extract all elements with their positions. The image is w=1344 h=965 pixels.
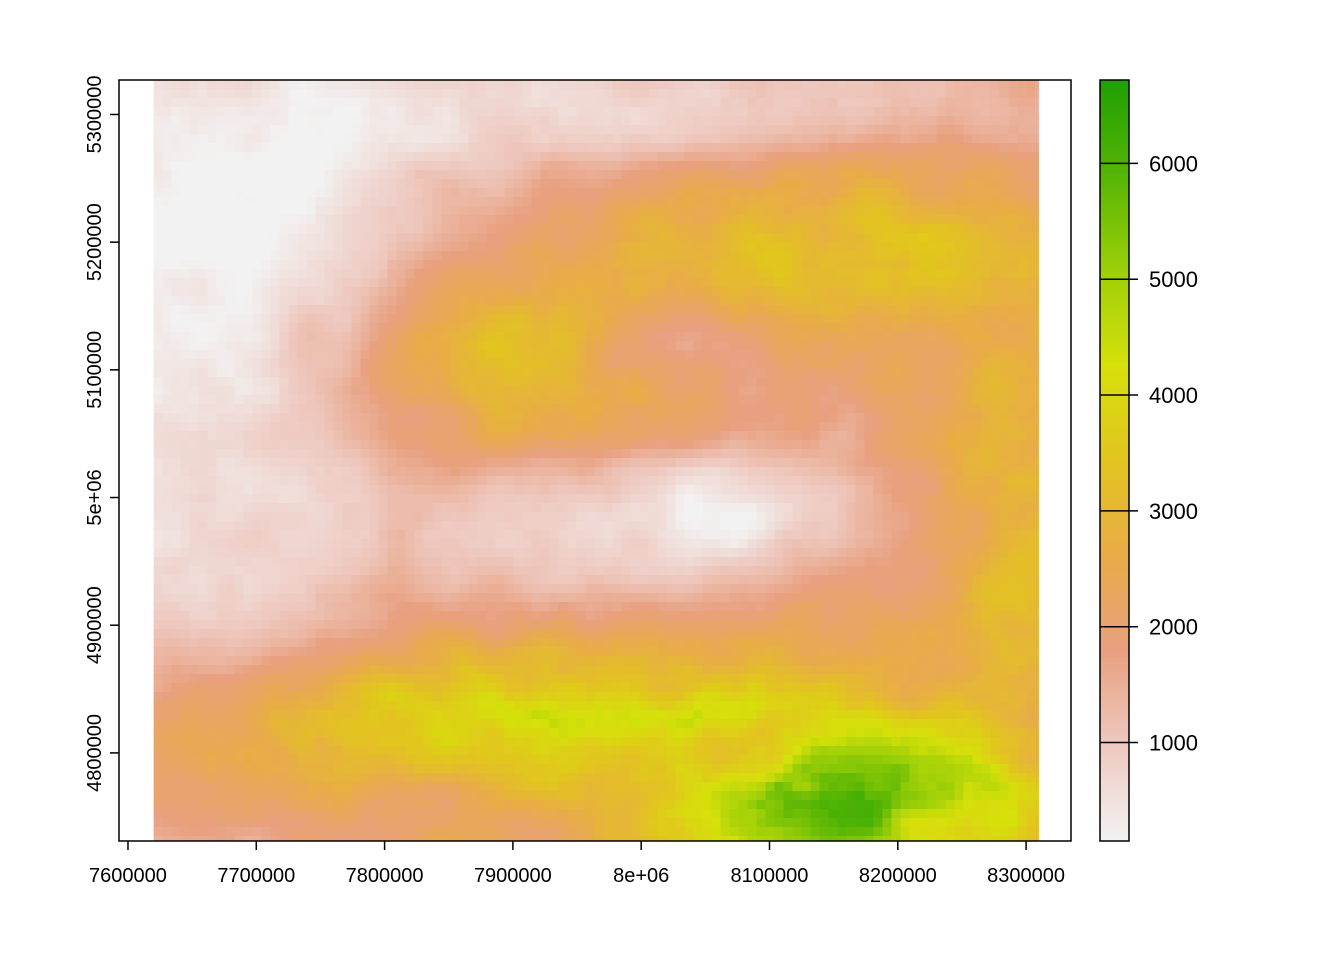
legend-tick-label: 4000 bbox=[1149, 383, 1198, 408]
x-tick-label: 7900000 bbox=[474, 865, 552, 887]
legend-tick-label: 2000 bbox=[1149, 615, 1198, 640]
x-tick-label: 8300000 bbox=[987, 865, 1065, 887]
y-tick-label: 5100000 bbox=[84, 331, 106, 409]
y-tick-label: 5200000 bbox=[84, 203, 106, 281]
y-tick-label: 5300000 bbox=[84, 76, 106, 154]
legend-tick-label: 3000 bbox=[1149, 499, 1198, 524]
y-tick-label: 4800000 bbox=[84, 714, 106, 792]
color-legend: 1000 2000 3000 4000 5000 6000 bbox=[1100, 80, 1198, 841]
x-tick-label: 8100000 bbox=[731, 865, 809, 887]
x-tick-label: 8e+06 bbox=[613, 865, 669, 887]
y-tick-label: 4900000 bbox=[84, 586, 106, 664]
x-tick-label: 7700000 bbox=[217, 865, 295, 887]
x-tick-label: 8200000 bbox=[859, 865, 937, 887]
legend-tick-label: 1000 bbox=[1149, 731, 1198, 756]
legend-tick-label: 5000 bbox=[1149, 267, 1198, 292]
elevation-raster bbox=[154, 80, 1046, 846]
legend-tick-label: 6000 bbox=[1149, 151, 1198, 176]
y-tick-label: 5e+06 bbox=[84, 469, 106, 525]
x-tick-label: 7800000 bbox=[346, 865, 424, 887]
x-tick-label: 7600000 bbox=[89, 865, 167, 887]
legend-colorbar bbox=[1100, 80, 1129, 841]
